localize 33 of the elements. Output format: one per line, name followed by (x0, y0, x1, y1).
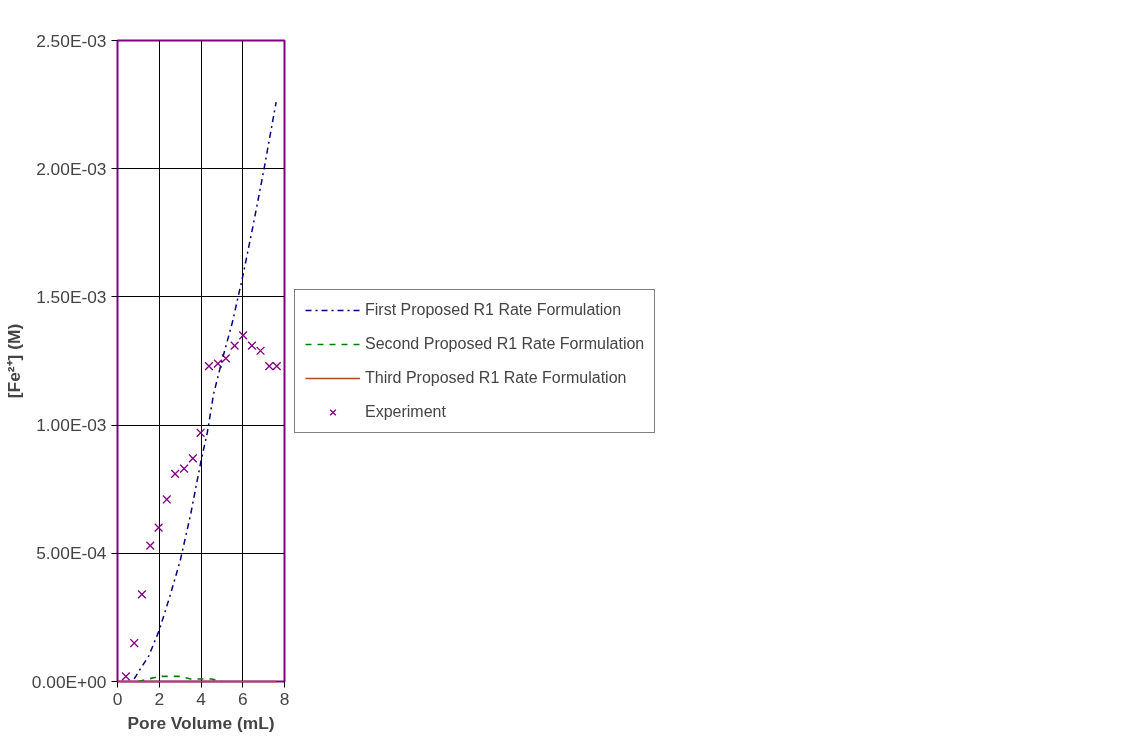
x-tick-label: 4 (196, 688, 207, 709)
point (188, 453, 198, 463)
legend-label: Third Proposed R1 Rate Formulation (365, 368, 627, 387)
legend-label: First Proposed R1 Rate Formulation (365, 300, 622, 319)
point (221, 353, 231, 363)
point (170, 469, 180, 479)
line-series (133, 101, 277, 680)
x-tick-label: 6 (237, 688, 248, 709)
y-tick-label: 1.50E-03 (36, 286, 107, 307)
legend-label: Experiment (365, 402, 446, 421)
point (255, 346, 266, 356)
point (162, 494, 172, 504)
point (179, 464, 189, 474)
y-tick-label: 1.00E-03 (36, 415, 107, 436)
y-tick-label: 5.00E-04 (36, 543, 107, 564)
point (247, 341, 257, 351)
point (196, 428, 206, 438)
x-axis-title: Pore Volume (mL) (127, 712, 275, 733)
y-tick-label: 2.00E-03 (36, 158, 107, 179)
y-tick-label: 2.50E-03 (36, 30, 107, 51)
y-axis-title: [Fe²⁺] (M) (3, 323, 24, 399)
point (145, 541, 155, 551)
legend-label: Second Proposed R1 Rate Formulation (365, 334, 645, 353)
point (121, 671, 131, 681)
point (154, 523, 164, 533)
point (129, 638, 139, 648)
x-tick-label: 8 (279, 688, 290, 709)
y-tick-label: 0.00E+00 (31, 671, 107, 692)
x-tick-label: 2 (154, 688, 165, 709)
point (137, 589, 147, 599)
point (238, 330, 248, 340)
x-tick-label: 0 (112, 688, 123, 709)
point (230, 341, 240, 351)
